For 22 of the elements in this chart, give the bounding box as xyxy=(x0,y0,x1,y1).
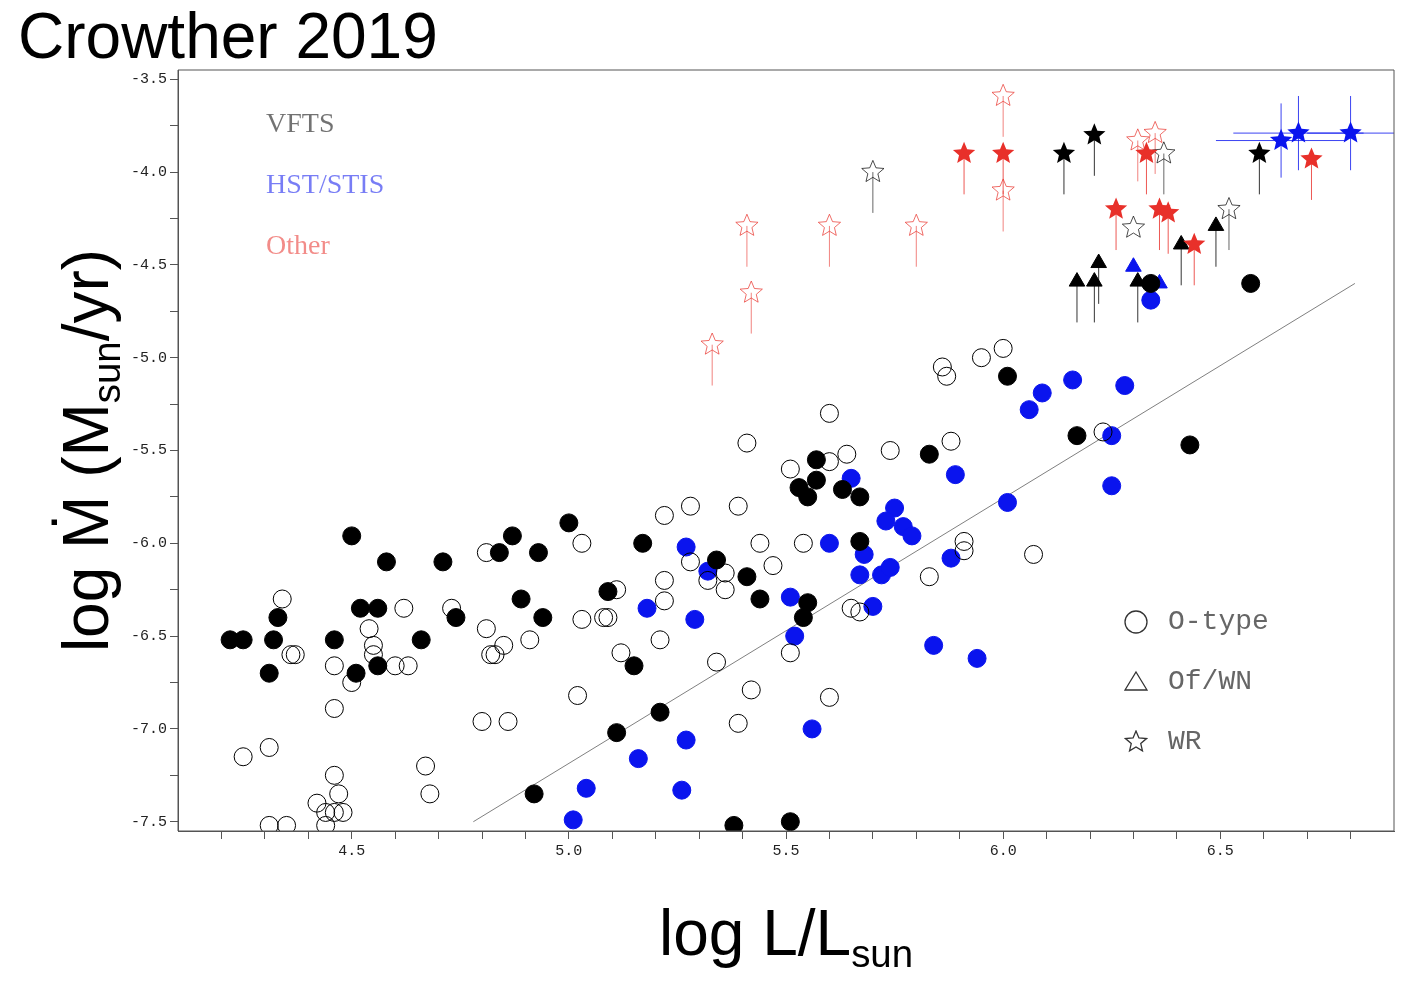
y-tick-label: -6.5 xyxy=(130,628,168,646)
y-tick-label: -7.5 xyxy=(130,813,168,831)
y-tick-label: -4.0 xyxy=(130,164,168,182)
text: Other xyxy=(266,229,331,261)
annotation: WR xyxy=(1168,726,1202,757)
x-tick-label: 5.0 xyxy=(555,842,583,860)
chart-title: Crowther 2019 xyxy=(18,0,438,72)
x-tick-label: 6.5 xyxy=(1206,842,1234,860)
annotation: O-type xyxy=(1168,606,1269,637)
y-tick-label: -3.5 xyxy=(130,71,168,89)
y-tick-label: -6.0 xyxy=(130,535,168,553)
x-tick-label: 4.5 xyxy=(338,842,366,860)
y-axis-title: log Ṁ (Msun/yr) xyxy=(50,248,128,653)
y-tick-label: -7.0 xyxy=(130,720,168,738)
text: HST/STIS xyxy=(266,168,385,200)
x-tick-label: 6.0 xyxy=(989,842,1017,860)
y-tick-label: -5.0 xyxy=(130,349,168,367)
y-tick-label: -5.5 xyxy=(130,442,168,460)
text: VFTS xyxy=(266,107,335,139)
x-tick-label: 5.5 xyxy=(772,842,800,860)
annotation: Of/WN xyxy=(1168,666,1253,697)
y-tick-label: -4.5 xyxy=(130,256,168,274)
